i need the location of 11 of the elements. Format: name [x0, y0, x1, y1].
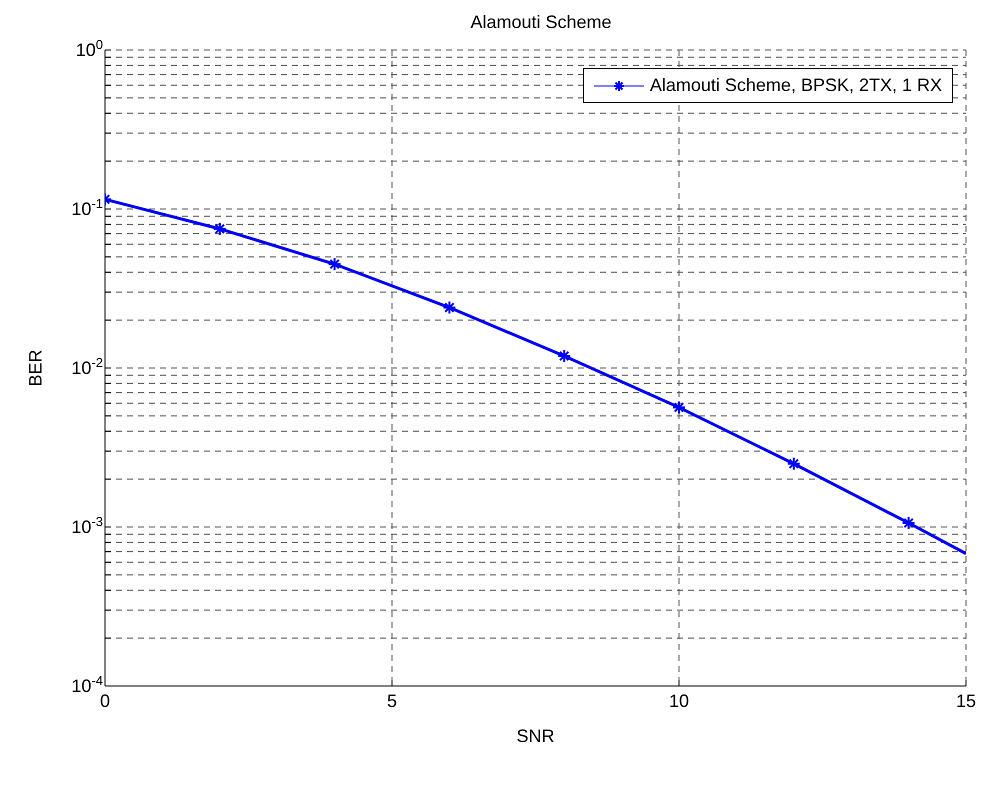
legend-label: Alamouti Scheme, BPSK, 2TX, 1 RX — [650, 75, 942, 96]
x-tick-label: 5 — [386, 690, 398, 711]
y-axis-title: BER — [25, 349, 46, 387]
y-tick-label: 10$^{-2}$ — [71, 354, 103, 378]
y-tick-label: 10$^{-1}$ — [71, 196, 103, 219]
x-axis-title: SNR — [516, 726, 555, 746]
y-tick-label: 10$^{-3}$ — [71, 514, 103, 537]
chart-title: Alamouti Scheme — [469, 12, 613, 33]
y-tick-label: 10$^{0}$ — [76, 36, 103, 60]
x-tick-label: 15 — [956, 690, 976, 711]
x-tick-label: 10 — [668, 690, 690, 711]
